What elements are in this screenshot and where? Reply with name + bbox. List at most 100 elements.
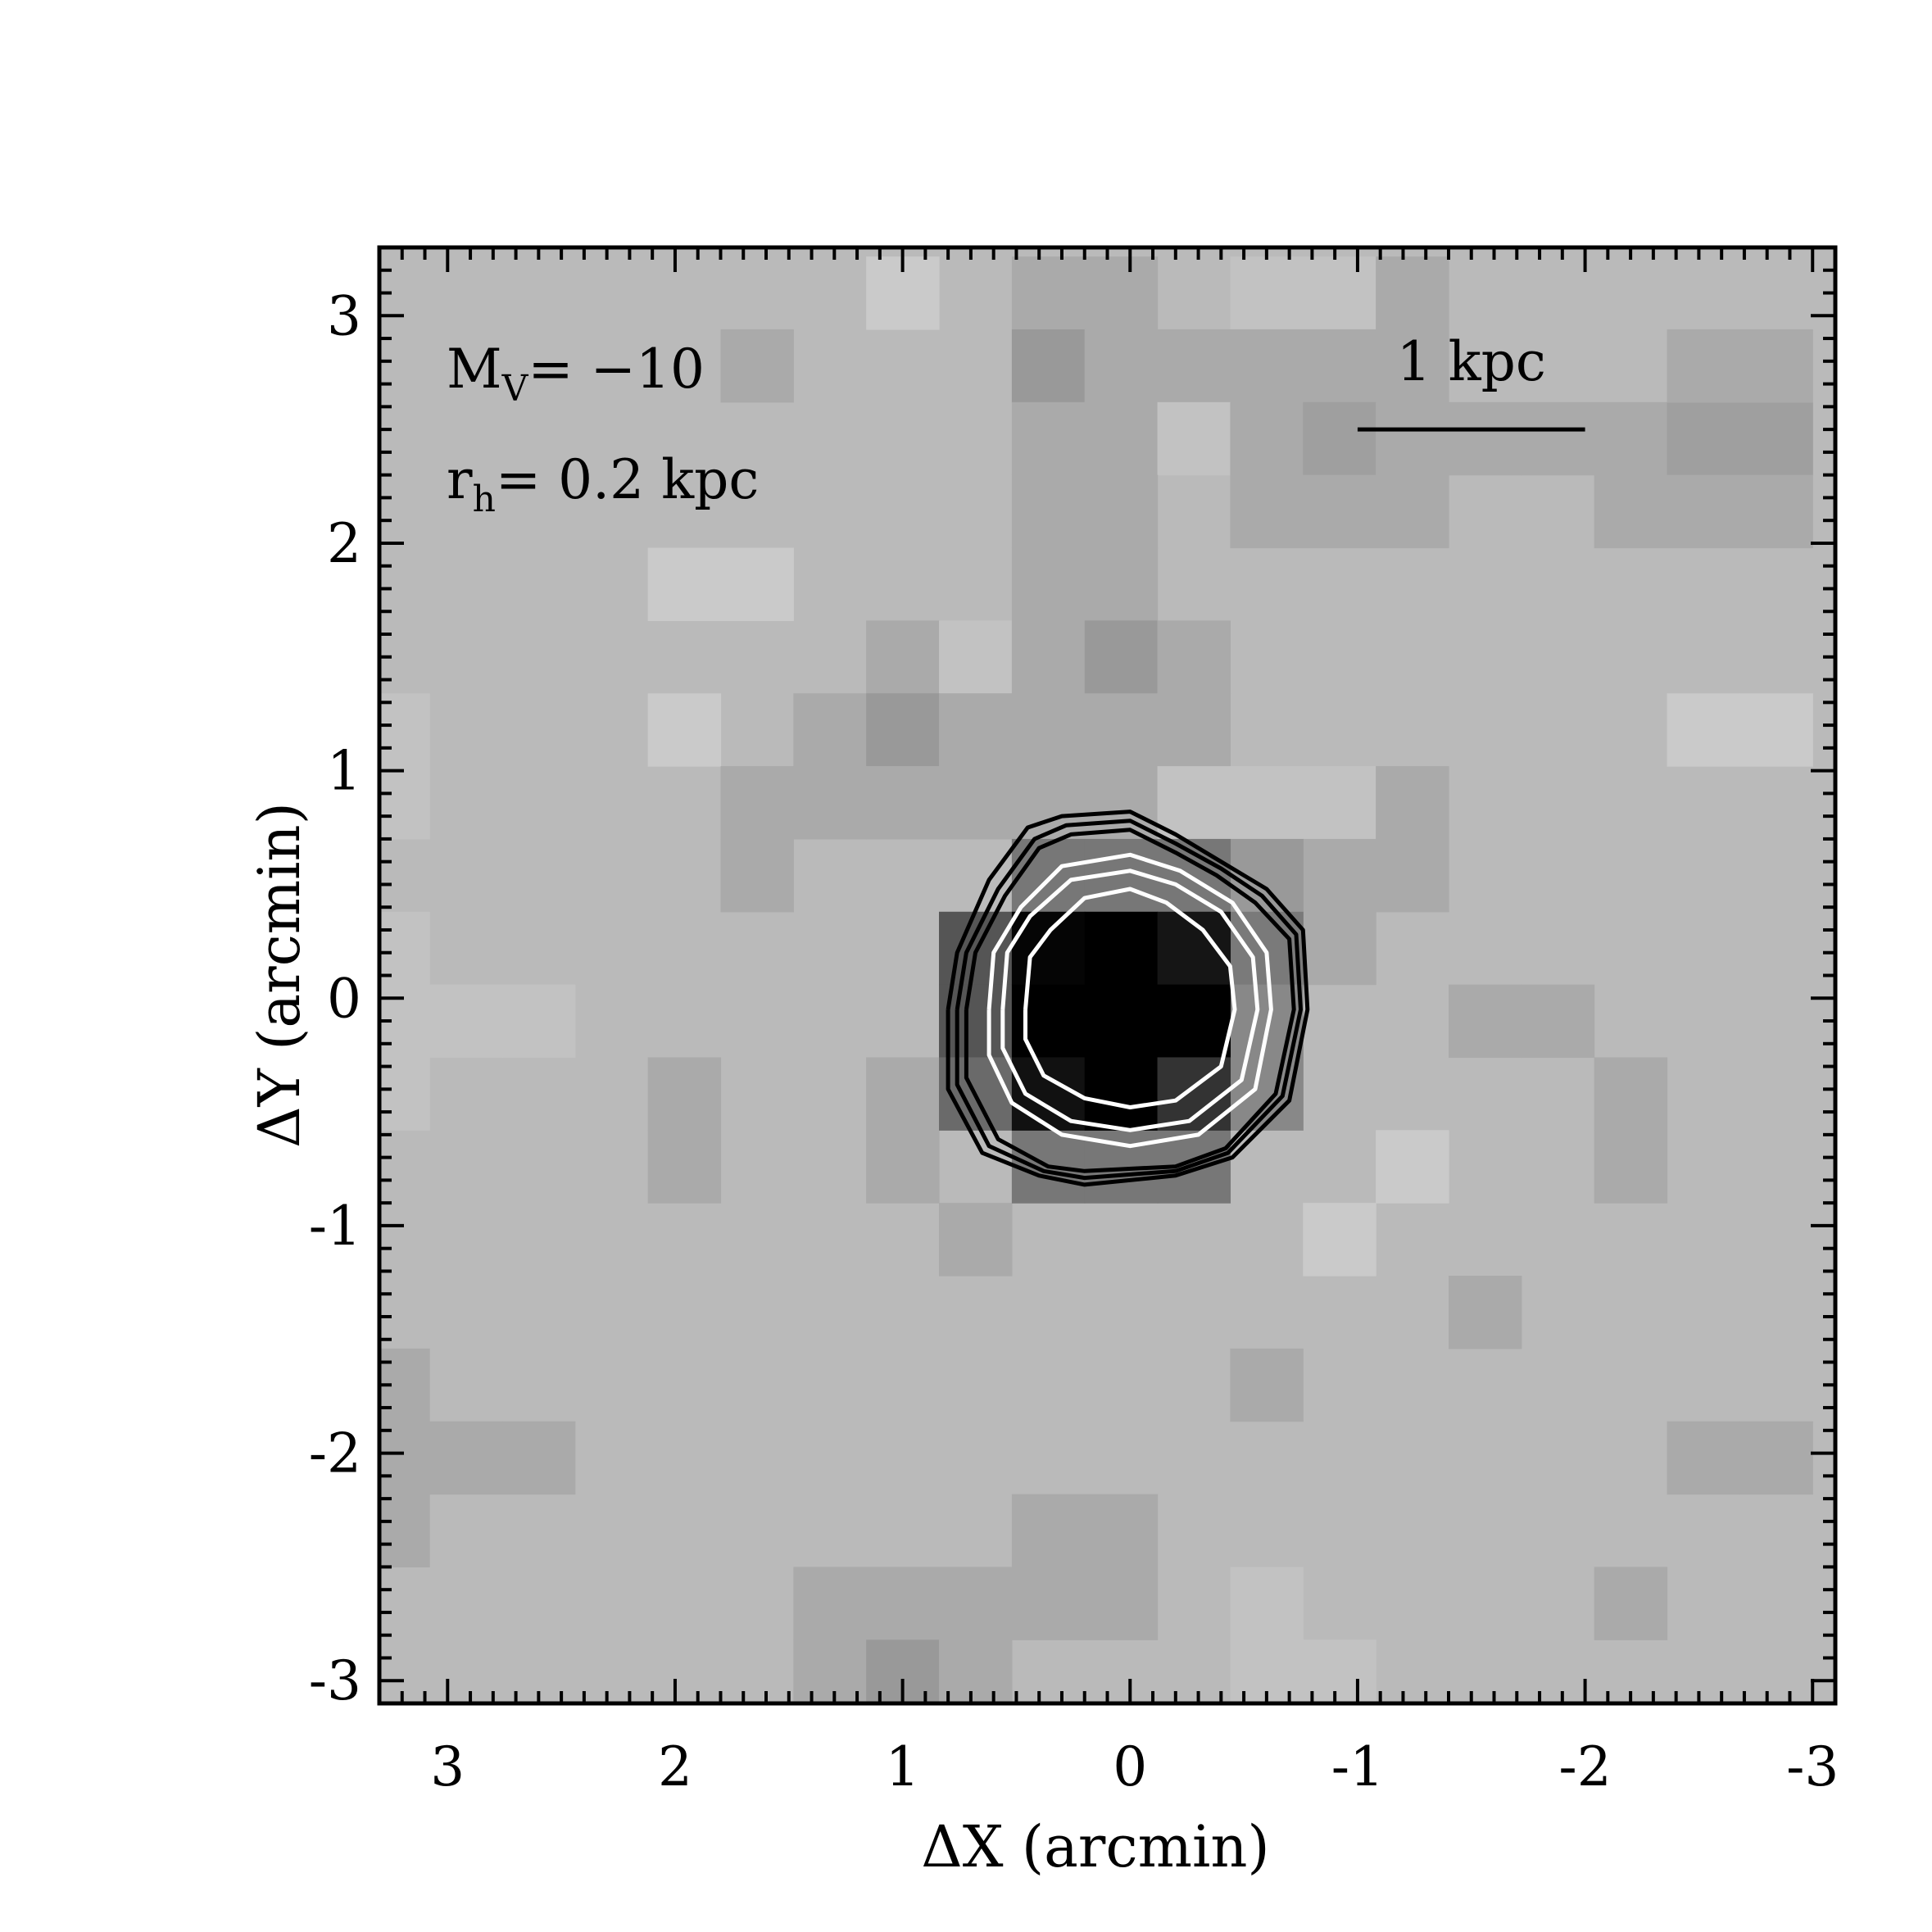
heatmap-cell — [720, 838, 794, 913]
heatmap-cell — [1594, 401, 1668, 476]
heatmap-cell — [429, 984, 503, 1059]
heatmap-cell — [647, 547, 722, 621]
heatmap-cell — [379, 911, 430, 986]
heatmap-cell — [379, 766, 430, 840]
heatmap-cell — [939, 693, 1013, 767]
heatmap-cell — [1448, 984, 1522, 1059]
heatmap-cell — [1521, 401, 1595, 476]
heatmap-cell — [1011, 693, 1086, 767]
heatmap-cell — [793, 1639, 867, 1703]
heatmap-cell — [1303, 1203, 1376, 1277]
annotation-magnitude-value: = −10 — [528, 338, 705, 401]
heatmap-cell — [1011, 911, 1086, 986]
heatmap-cell — [1303, 256, 1376, 330]
y-tick-labels: -3 -2 -1 0 1 2 3 — [309, 284, 361, 1712]
heatmap-cell — [1157, 766, 1231, 840]
heatmap-cell — [866, 1130, 940, 1204]
heatmap-cell — [1157, 693, 1231, 767]
heatmap-cell — [720, 329, 794, 403]
heatmap-cell — [1667, 474, 1740, 549]
heatmap-cell — [647, 1057, 722, 1131]
heatmap-cell — [379, 1057, 430, 1131]
x-tick-labels: 3 2 1 0 -1 -2 -3 — [430, 1735, 1839, 1798]
heatmap-cell — [647, 693, 722, 767]
heatmap-cell — [1376, 1130, 1449, 1204]
scale-bar-label: 1 kpc — [1397, 330, 1546, 393]
heatmap-cell — [1230, 1348, 1304, 1422]
heatmap-cell — [939, 766, 1013, 840]
heatmap-cell — [1011, 547, 1086, 621]
x-tick-label: -3 — [1786, 1735, 1839, 1798]
y-axis-title: ΔY (arcmin) — [246, 802, 313, 1148]
heatmap-cell — [1448, 1276, 1522, 1349]
x-tick-label: 2 — [658, 1735, 692, 1798]
svg-text:rh= 0.2 kpc: rh= 0.2 kpc — [447, 448, 759, 520]
heatmap-cell — [720, 766, 794, 840]
heatmap-cell — [1011, 329, 1086, 403]
heatmap-cell — [1594, 1567, 1668, 1640]
plot-frame — [377, 245, 1838, 1706]
heatmap-cell — [1084, 620, 1159, 694]
contour-line — [1000, 868, 1260, 1132]
heatmap-cell — [1594, 474, 1668, 549]
x-tick-label: 0 — [1113, 1735, 1147, 1798]
heatmap-cell — [1011, 474, 1086, 549]
heatmap-cell — [1084, 547, 1159, 621]
y-tick-label: 0 — [327, 967, 361, 1030]
heatmap-cell — [1230, 766, 1304, 840]
heatmap-cell — [1739, 693, 1813, 767]
scale-bar: 1 kpc — [1357, 330, 1585, 432]
annotation-half-light-radius: rh= 0.2 kpc — [447, 448, 759, 520]
heatmap-cell — [1084, 1494, 1159, 1568]
heatmap-cell — [1084, 329, 1159, 403]
heatmap-cell — [1303, 766, 1376, 840]
heatmap-cell — [379, 1348, 430, 1422]
annotation-magnitude: MV= −10 — [447, 338, 705, 410]
y-tick-label: 3 — [327, 284, 361, 347]
heatmap-cell — [866, 1057, 940, 1131]
heatmap-cell — [1667, 401, 1740, 476]
heatmap-cell — [866, 1567, 940, 1640]
heatmap-cell — [1303, 401, 1376, 476]
heatmap-cell — [1011, 1494, 1086, 1568]
heatmap-cell — [379, 693, 430, 767]
heatmap-cell — [939, 1639, 1013, 1703]
annotation-radius-main: r — [447, 448, 473, 511]
annotation-magnitude-main: M — [447, 338, 502, 401]
heatmap-cell — [1157, 984, 1231, 1059]
y-tick-label: -2 — [309, 1422, 361, 1485]
heatmap-cell — [1230, 474, 1304, 549]
heatmap-cell — [1230, 256, 1304, 330]
heatmap-cell — [1157, 329, 1231, 403]
heatmap-cell — [1084, 911, 1159, 986]
contour-line — [1023, 887, 1237, 1109]
y-tick-label: -3 — [309, 1649, 361, 1712]
heatmap-cell — [1739, 401, 1813, 476]
contour-line — [955, 819, 1303, 1181]
heatmap-cell — [720, 547, 794, 621]
heatmap-cell — [379, 1421, 430, 1495]
heatmap-cell — [1084, 474, 1159, 549]
heatmap-cell — [1376, 329, 1449, 403]
heatmap-cell — [1011, 984, 1086, 1059]
x-tick-label: -1 — [1331, 1735, 1384, 1798]
heatmap-cell — [866, 620, 940, 694]
heatmap-cell — [1667, 693, 1740, 767]
density-contours — [946, 810, 1310, 1187]
heatmap-cell — [1011, 620, 1086, 694]
heatmap-cell — [1303, 838, 1376, 913]
heatmap-cell — [1376, 766, 1449, 840]
heatmap-cell — [1303, 474, 1376, 549]
heatmap-cell — [429, 1421, 503, 1495]
heatmap-cell — [1084, 984, 1159, 1059]
heatmap-cell — [1376, 256, 1449, 330]
heatmap-cell — [1376, 401, 1449, 476]
heatmap-cell — [379, 1494, 430, 1568]
heatmap-cell — [1157, 401, 1231, 476]
svg-text:MV= −10: MV= −10 — [447, 338, 705, 410]
heatmap-cell — [1521, 984, 1595, 1059]
heatmap-cell — [1739, 329, 1813, 403]
heatmap-cell — [939, 1567, 1013, 1640]
heatmap-cell — [1011, 401, 1086, 476]
